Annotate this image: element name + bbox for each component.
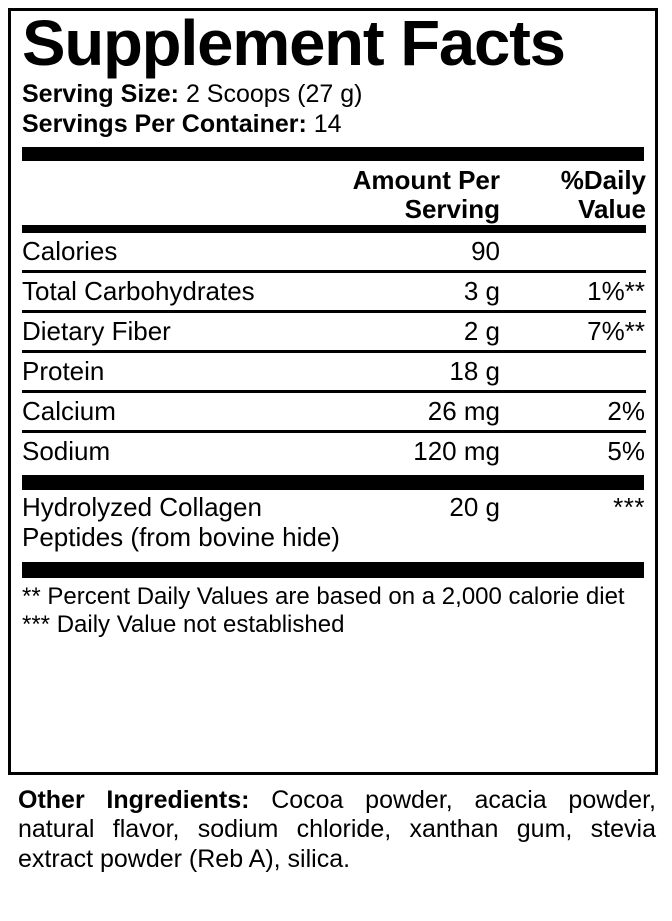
nutrient-name: Sodium	[22, 436, 111, 467]
divider-cell	[22, 390, 646, 394]
serving-size-value: 2 Scoops (27 g)	[185, 80, 363, 109]
divider-thick-top	[22, 147, 644, 162]
table-row-collagen: Hydrolyzed Collagen Peptides (from bovin…	[22, 490, 646, 555]
column-header-dv-line1: %Daily	[560, 165, 646, 196]
nutrient-amount: 18 g	[449, 355, 500, 386]
table-row: Calories 90	[22, 233, 646, 270]
row-divider	[22, 309, 646, 313]
divider-cell	[22, 224, 646, 233]
divider-cell	[22, 309, 646, 313]
nutrient-name: Protein	[22, 355, 105, 386]
collagen-name: Hydrolyzed Collagen Peptides (from bovin…	[22, 492, 340, 552]
nutrition-table: Amount Per Serving %Daily Value Calories…	[22, 161, 646, 470]
supplement-facts-panel: Supplement Facts Serving Size: 2 Scoops …	[8, 8, 658, 775]
divider-cell	[22, 269, 646, 273]
divider-thick-before-collagen	[22, 475, 644, 491]
nutrient-daily-value: 2%	[607, 396, 645, 427]
serving-info: Serving Size: 2 Scoops (27 g) Servings P…	[22, 80, 644, 139]
nutrient-name: Dietary Fiber	[22, 315, 171, 346]
nutrient-amount: 3 g	[463, 275, 500, 306]
collagen-daily-value: ***	[613, 492, 645, 523]
divider-medium-under-header	[22, 224, 646, 233]
servings-per-container-value: 14	[313, 109, 342, 138]
row-divider	[22, 269, 646, 273]
table-row: Protein 18 g	[22, 353, 646, 390]
nutrient-amount: 26 mg	[427, 396, 500, 427]
divider-cell	[22, 430, 646, 434]
footnotes: ** Percent Daily Values are based on a 2…	[22, 578, 644, 639]
table-row: Sodium 120 mg 5%	[22, 433, 646, 470]
column-header-amount-line2: Serving	[404, 193, 500, 224]
row-divider	[22, 430, 646, 434]
row-divider	[22, 390, 646, 394]
column-header-amount-per-serving: Amount Per Serving	[340, 161, 500, 224]
column-header-amount-line1: Amount Per	[352, 165, 500, 196]
footnote-daily-values: ** Percent Daily Values are based on a 2…	[22, 582, 625, 610]
row-divider	[22, 349, 646, 353]
nutrient-amount: 90	[471, 235, 500, 266]
nutrient-name: Calories	[22, 235, 118, 266]
nutrient-daily-value: 1%**	[587, 275, 645, 306]
table-row: Dietary Fiber 2 g 7%**	[22, 313, 646, 350]
nutrient-name: Calcium	[22, 396, 116, 427]
page-title: Supplement Facts	[22, 7, 566, 79]
table-row: Calcium 26 mg 2%	[22, 393, 646, 430]
serving-size-label: Serving Size:	[22, 80, 179, 109]
divider-cell	[22, 349, 646, 353]
collagen-amount: 20 g	[449, 492, 500, 523]
collagen-table: Hydrolyzed Collagen Peptides (from bovin…	[22, 490, 646, 555]
table-header-row: Amount Per Serving %Daily Value	[22, 161, 646, 224]
divider-thick-after-collagen	[22, 561, 644, 578]
servings-per-container-label: Servings Per Container:	[22, 109, 307, 138]
nutrient-amount: 2 g	[463, 315, 500, 346]
column-header-dv-line2: Value	[578, 193, 646, 224]
footnote-not-established: *** Daily Value not established	[22, 610, 345, 638]
servings-per-container-line: Servings Per Container: 14	[22, 110, 644, 140]
serving-size-line: Serving Size: 2 Scoops (27 g)	[22, 80, 644, 110]
table-row: Total Carbohydrates 3 g 1%**	[22, 273, 646, 310]
nutrient-daily-value: 7%**	[587, 315, 645, 346]
other-ingredients: Other Ingredients: Cocoa powder, acacia …	[18, 786, 656, 874]
nutrient-daily-value	[500, 353, 646, 390]
other-ingredients-label: Other Ingredients:	[18, 786, 250, 814]
nutrient-daily-value: 5%	[607, 436, 645, 467]
other-ingredients-value: Cocoa powder, acacia powder, natural fla…	[18, 786, 656, 873]
nutrient-daily-value	[500, 233, 646, 270]
nutrient-amount: 120 mg	[413, 436, 500, 467]
nutrient-name: Total Carbohydrates	[22, 275, 255, 306]
column-header-daily-value: %Daily Value	[500, 161, 646, 224]
column-header-nutrient	[22, 161, 340, 224]
